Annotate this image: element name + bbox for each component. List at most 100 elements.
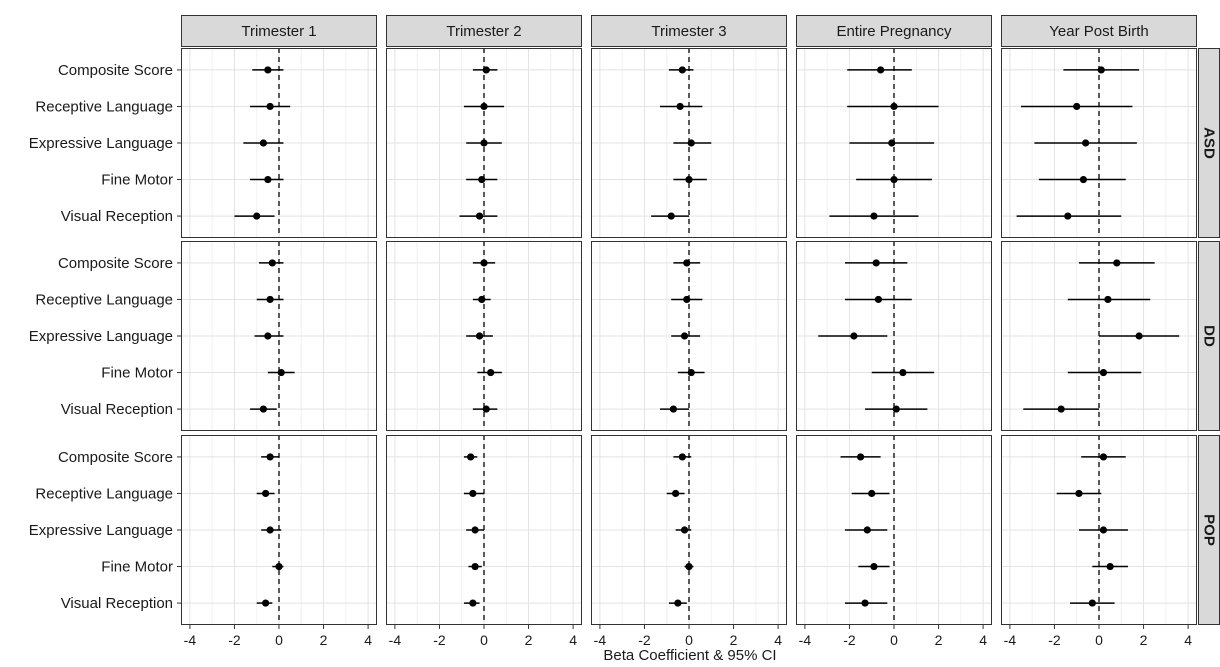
estimate-point (482, 405, 490, 413)
estimate-point (275, 562, 283, 571)
estimate-point (262, 599, 270, 607)
panel-border (1001, 48, 1197, 238)
estimate-point (1099, 526, 1108, 534)
row-strip-label: DD (1201, 325, 1218, 347)
estimate-point (1135, 332, 1143, 340)
estimate-point (482, 66, 490, 74)
estimate-point (253, 212, 261, 220)
estimate-point (1106, 562, 1114, 571)
estimate-point (469, 489, 477, 498)
x-tick-label: 0 (480, 632, 488, 648)
x-tick-label: 4 (1184, 632, 1192, 648)
x-tick-label: 4 (364, 632, 372, 648)
column-strip (591, 15, 787, 47)
estimate-point (1075, 489, 1083, 498)
x-tick-label: 0 (275, 632, 283, 648)
text-layer: Beta Coefficient & 95% CI Trimester 1 Tri… (29, 23, 1218, 664)
estimate-point (1088, 599, 1096, 607)
y-tick-label: Expressive Language (29, 328, 173, 345)
estimate-point (264, 332, 272, 340)
x-tick-label: 2 (320, 632, 328, 648)
column-strip (796, 15, 992, 47)
panel-border (386, 241, 582, 431)
estimate-point (469, 599, 477, 607)
estimate-point (1099, 453, 1108, 461)
estimate-point (667, 212, 675, 220)
estimate-point (266, 102, 274, 111)
x-tick-label: 0 (1095, 632, 1103, 648)
x-tick-label: 2 (935, 632, 943, 648)
estimate-point (687, 139, 695, 147)
estimate-point (877, 66, 885, 74)
estimate-point (680, 332, 689, 340)
panel-border (181, 435, 377, 625)
estimate-point (471, 562, 479, 571)
y-tick-label: Fine Motor (101, 365, 173, 382)
y-tick-label: Composite Score (58, 255, 173, 272)
y-tick-label: Visual Reception (61, 208, 173, 225)
estimate-point (259, 139, 268, 147)
estimate-point (1073, 102, 1081, 111)
estimate-point (475, 212, 484, 220)
estimate-point (870, 562, 878, 571)
x-tick-label: -2 (1048, 632, 1061, 648)
estimate-point (676, 102, 684, 111)
y-tick-label: Expressive Language (29, 135, 173, 152)
x-tick-label: 4 (979, 632, 987, 648)
estimate-point (868, 489, 876, 498)
estimate-point (264, 66, 272, 74)
estimate-point (890, 175, 898, 184)
x-tick-label: 0 (890, 632, 898, 648)
x-tick-label: 2 (730, 632, 738, 648)
estimate-point (685, 562, 693, 571)
panel-border (796, 241, 992, 431)
column-strip (386, 15, 582, 47)
estimate-point (480, 139, 488, 147)
y-tick-label: Expressive Language (29, 522, 173, 539)
row-strip-label: POP (1201, 514, 1218, 546)
x-tick-label: 2 (525, 632, 533, 648)
marks-layer (234, 66, 1180, 607)
estimate-point (1097, 66, 1105, 74)
x-axis-label: Beta Coefficient & 95% CI (603, 647, 776, 664)
estimate-point (1113, 259, 1121, 267)
estimate-point (480, 102, 488, 111)
estimate-point (478, 175, 486, 184)
estimate-point (856, 453, 865, 461)
x-tick-label: -2 (638, 632, 651, 648)
column-strip-label: Trimester 1 (241, 23, 316, 40)
panel-border (181, 241, 377, 431)
estimate-point (678, 453, 686, 461)
estimate-point (259, 405, 268, 413)
estimate-point (892, 405, 900, 413)
y-tick-label: Visual Reception (61, 401, 173, 418)
estimate-point (1057, 405, 1065, 413)
estimate-point (277, 368, 285, 377)
panel-border (386, 435, 582, 625)
estimate-point (672, 489, 680, 498)
x-tick-label: -4 (799, 632, 812, 648)
panel-border (181, 48, 377, 238)
x-tick-label: -4 (1004, 632, 1017, 648)
estimate-point (471, 526, 479, 534)
estimate-point (669, 405, 678, 413)
x-tick-label: -2 (228, 632, 241, 648)
panel-border (1001, 435, 1197, 625)
estimate-point (487, 368, 495, 377)
x-tick-label: -4 (594, 632, 607, 648)
estimate-point (266, 453, 274, 461)
x-tick-label: -4 (389, 632, 402, 648)
estimate-point (1082, 139, 1090, 147)
y-tick-label: Receptive Language (35, 291, 173, 308)
column-strip-label: Trimester 2 (446, 23, 521, 40)
estimate-point (268, 259, 276, 267)
frame-layer (177, 15, 1220, 629)
y-tick-label: Fine Motor (101, 559, 173, 576)
estimate-point (1079, 175, 1088, 184)
column-strip-label: Trimester 3 (651, 23, 726, 40)
x-tick-label: -2 (433, 632, 446, 648)
panel-border (386, 48, 582, 238)
estimate-point (678, 66, 686, 74)
row-strip-label: ASD (1201, 127, 1218, 159)
